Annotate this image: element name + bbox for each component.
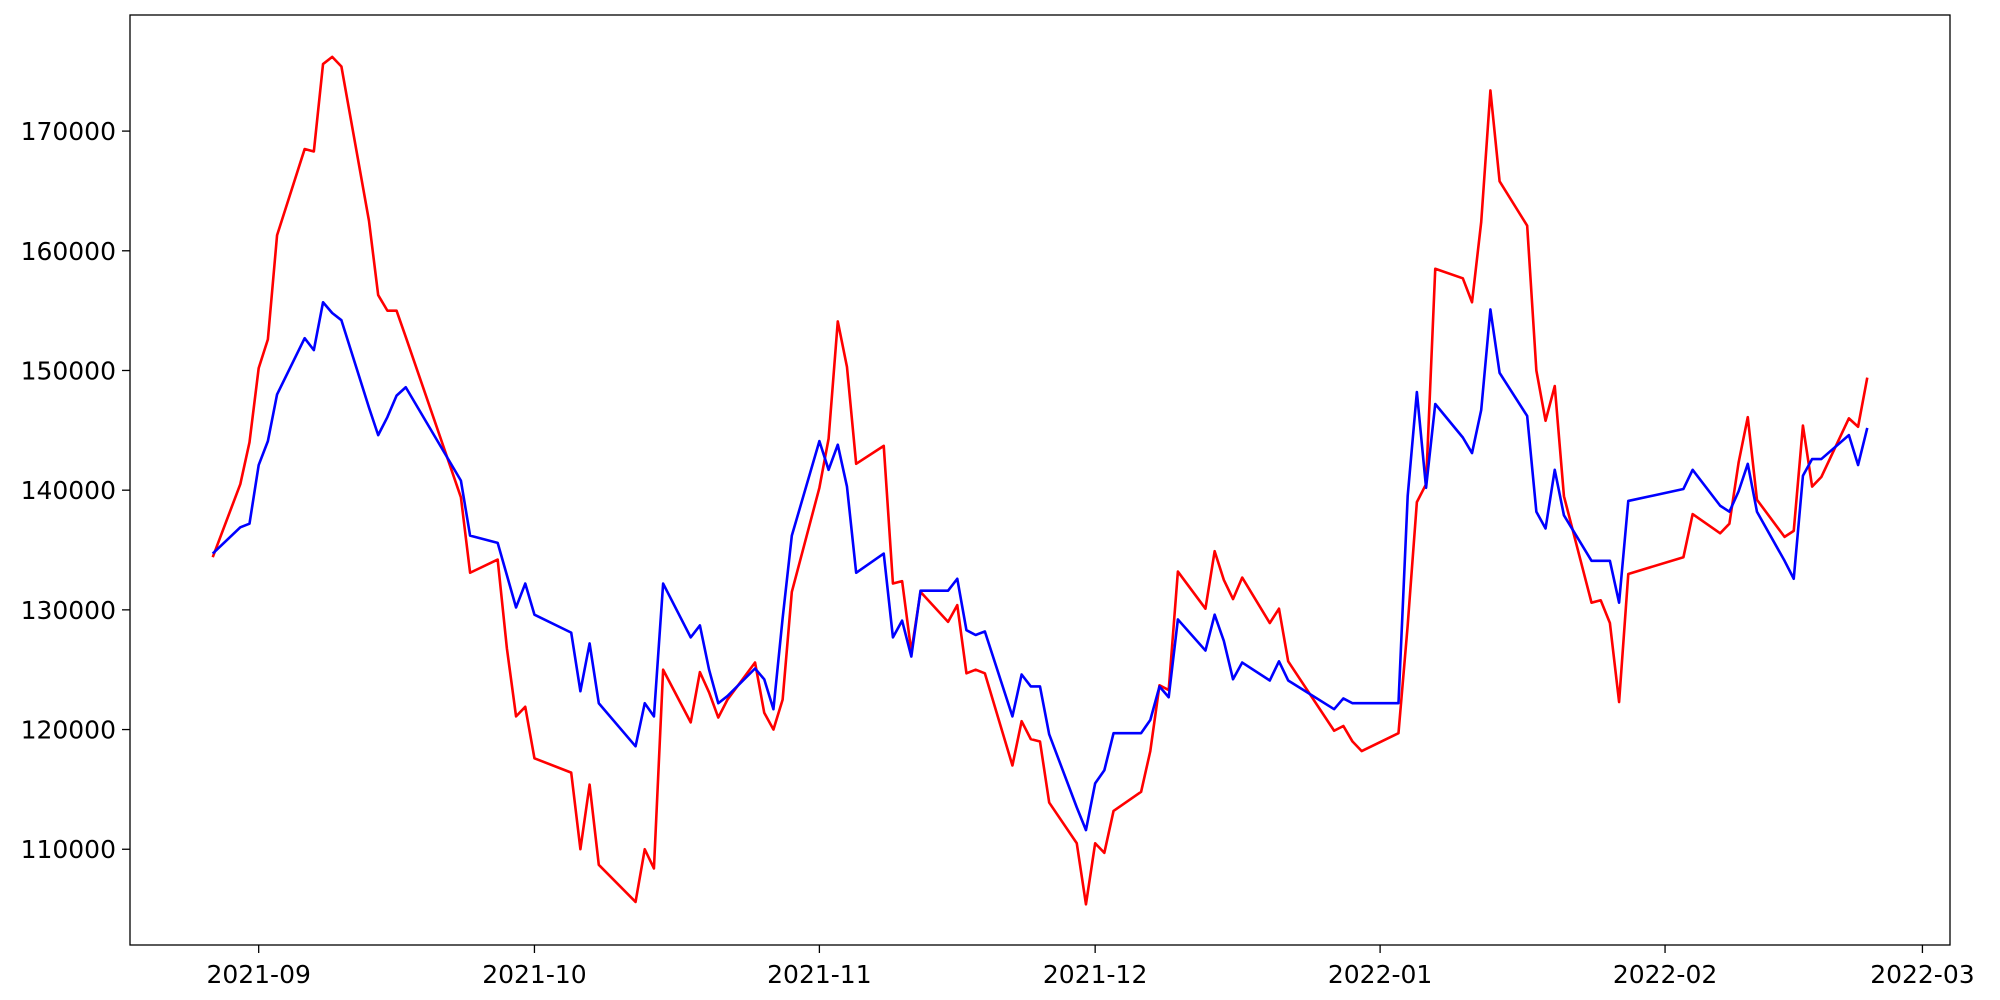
plot-frame	[129, 14, 1951, 946]
x-tick-label: 2022-01	[1328, 960, 1432, 989]
y-tick-label: 170000	[21, 117, 116, 146]
y-tick-label: 160000	[21, 237, 116, 266]
x-tick-label: 2021-12	[1043, 960, 1147, 989]
x-tick-label: 2022-02	[1613, 960, 1717, 989]
y-tick-label: 140000	[21, 476, 116, 505]
y-tick-label: 110000	[21, 835, 116, 864]
y-tick-label: 150000	[21, 356, 116, 385]
series-line	[211, 55, 1869, 906]
y-tick-label: 120000	[21, 716, 116, 745]
series-line	[211, 300, 1869, 832]
x-tick-label: 2022-03	[1870, 960, 1974, 989]
y-tick-label: 130000	[21, 596, 116, 625]
x-tick-label: 2021-11	[767, 960, 871, 989]
x-tick-label: 2021-10	[482, 960, 586, 989]
x-tick-label: 2021-09	[206, 960, 310, 989]
